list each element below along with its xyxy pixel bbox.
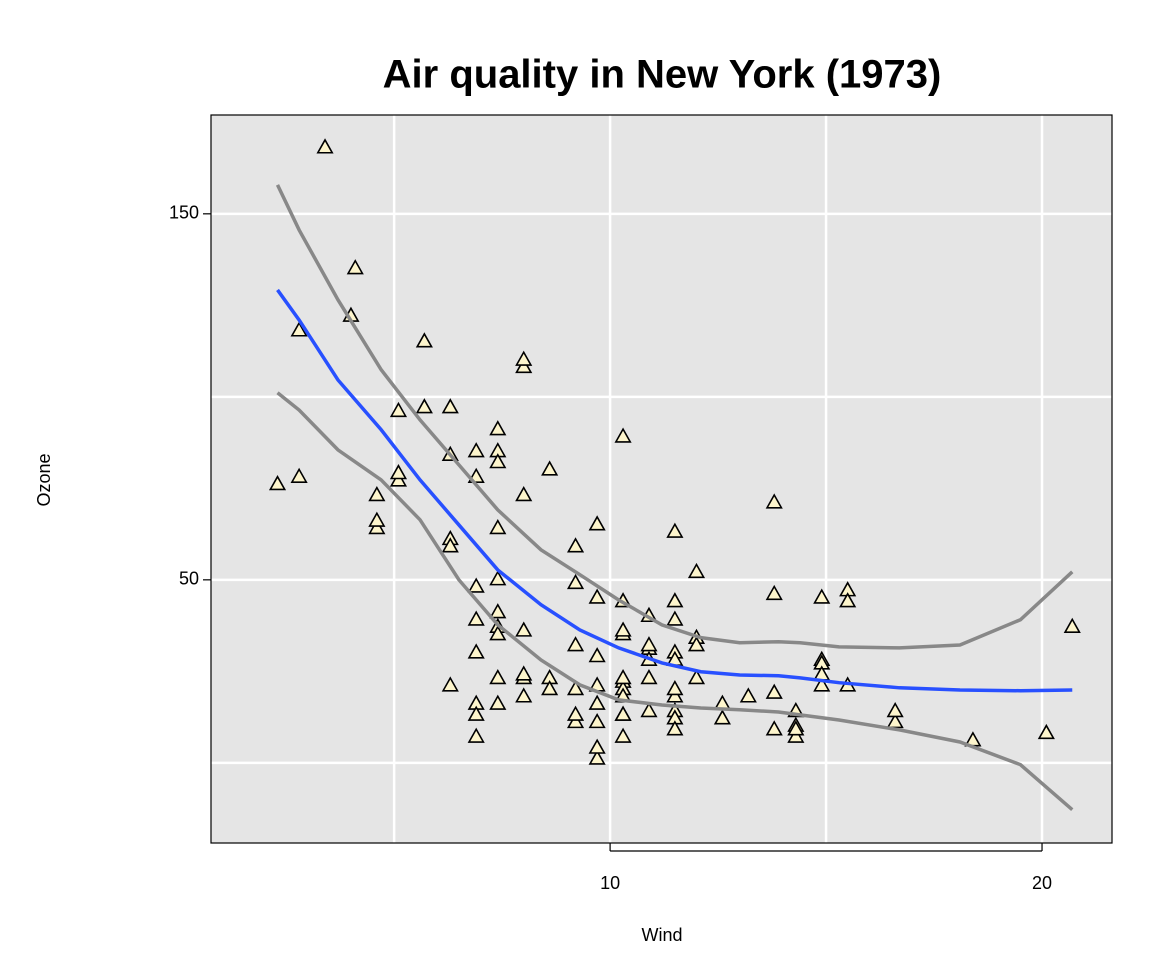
- point: [614, 727, 632, 743]
- point: [1037, 723, 1055, 740]
- point: [839, 592, 857, 608]
- y-tick-label: 50: [179, 569, 199, 589]
- point: [566, 573, 585, 590]
- chart-title: Air quality in New York (1973): [383, 53, 942, 97]
- point: [713, 709, 731, 725]
- point: [268, 475, 287, 491]
- point: [489, 518, 507, 535]
- point: [467, 610, 485, 626]
- point: [765, 683, 783, 699]
- point: [588, 647, 606, 663]
- point: [687, 669, 706, 685]
- point: [640, 669, 658, 685]
- line: [276, 391, 1074, 812]
- point: [588, 588, 606, 604]
- point: [588, 712, 606, 729]
- point: [389, 464, 408, 480]
- point: [467, 727, 485, 743]
- point: [687, 636, 706, 652]
- y-axis-title: Ozone: [34, 453, 54, 506]
- point: [566, 712, 585, 729]
- point: [467, 705, 485, 721]
- point: [368, 486, 386, 502]
- point: [787, 720, 805, 736]
- point: [489, 453, 507, 469]
- line: [275, 184, 1074, 650]
- point: [346, 259, 364, 275]
- point: [739, 687, 757, 703]
- point: [666, 522, 684, 538]
- point: [614, 705, 632, 721]
- point: [415, 332, 433, 348]
- point: [368, 518, 386, 535]
- point: [614, 427, 632, 443]
- point: [415, 398, 433, 414]
- point: [441, 676, 459, 692]
- x-tick-label: 10: [600, 873, 620, 893]
- point: [566, 680, 585, 696]
- point: [489, 694, 507, 710]
- line: [276, 288, 1073, 693]
- point: [588, 694, 606, 710]
- point: [541, 680, 559, 696]
- y-tick-label: 150: [169, 203, 199, 223]
- point: [515, 357, 533, 374]
- point: [640, 701, 658, 718]
- point: [316, 138, 334, 154]
- point: [666, 680, 684, 696]
- plot-background: [211, 115, 1112, 843]
- point: [467, 577, 485, 593]
- point: [640, 636, 658, 652]
- point: [813, 676, 831, 692]
- point: [666, 687, 684, 703]
- point: [489, 669, 507, 685]
- point: [467, 643, 485, 659]
- point: [566, 705, 585, 721]
- point: [441, 398, 459, 414]
- point: [588, 749, 606, 765]
- point: [515, 486, 533, 502]
- point: [441, 537, 459, 553]
- point: [489, 603, 507, 619]
- point: [787, 727, 805, 743]
- point: [566, 636, 585, 652]
- plot-frame: [210, 114, 1113, 844]
- point: [489, 570, 507, 586]
- point: [666, 720, 684, 736]
- point: [389, 471, 408, 487]
- point: [666, 592, 684, 608]
- point: [566, 537, 585, 553]
- point: [515, 350, 533, 366]
- point: [489, 420, 507, 436]
- point: [687, 562, 706, 579]
- point: [515, 665, 533, 681]
- x-axis-title: Wind: [641, 925, 682, 945]
- point: [886, 712, 904, 729]
- point: [389, 401, 408, 418]
- point: [1063, 617, 1081, 634]
- point: [515, 621, 533, 637]
- point: [765, 493, 783, 509]
- point: [588, 515, 606, 531]
- point: [765, 720, 783, 736]
- point: [614, 669, 632, 685]
- point: [290, 321, 308, 337]
- point: [666, 610, 684, 626]
- x-tick-label: 20: [1032, 873, 1052, 893]
- point: [541, 460, 559, 476]
- point: [368, 511, 386, 527]
- point: [614, 621, 632, 637]
- point: [588, 738, 606, 754]
- point: [813, 588, 831, 604]
- point: [290, 467, 308, 483]
- point: [467, 442, 485, 458]
- point: [886, 701, 904, 718]
- point: [765, 584, 783, 601]
- point: [489, 625, 507, 641]
- point: [515, 687, 533, 703]
